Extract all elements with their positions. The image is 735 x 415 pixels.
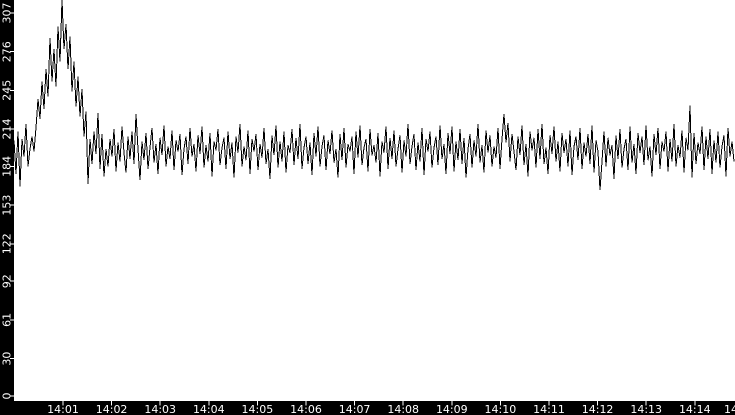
x-tick-label: 14:10 <box>485 403 517 415</box>
y-tick-label: 30 <box>1 352 14 366</box>
y-tick-label: 153 <box>1 195 14 216</box>
x-tick-label: 14:07 <box>339 403 371 415</box>
y-tick-label: 307 <box>1 3 14 24</box>
x-tick-label: 14:01 <box>47 403 79 415</box>
x-tick-label: 14:03 <box>144 403 176 415</box>
y-tick-label: 245 <box>1 80 14 101</box>
x-tick-label: 14:13 <box>630 403 662 415</box>
y-tick-label: 214 <box>1 119 14 140</box>
y-axis-bar <box>0 0 14 415</box>
x-tick-label: 14:04 <box>193 403 225 415</box>
y-tick-label: 122 <box>1 233 14 254</box>
x-tick-label: 14:11 <box>533 403 565 415</box>
y-tick-label: 61 <box>1 313 14 327</box>
y-tick-label: 0 <box>1 393 14 400</box>
x-tick-label: 14:02 <box>96 403 128 415</box>
x-tick-label-overflow: 14 <box>724 403 735 415</box>
y-tick-label: 92 <box>1 274 14 288</box>
data-series-line <box>13 0 735 191</box>
x-axis-bar <box>0 401 735 415</box>
y-tick-label: 184 <box>1 156 14 177</box>
x-tick-label: 14:12 <box>582 403 614 415</box>
x-tick-label: 14:08 <box>387 403 419 415</box>
x-tick-label: 14:09 <box>436 403 468 415</box>
x-tick-label: 14:14 <box>679 403 711 415</box>
y-tick-label: 276 <box>1 41 14 62</box>
x-tick-label: 14:05 <box>242 403 274 415</box>
x-tick-label: 14:06 <box>290 403 322 415</box>
